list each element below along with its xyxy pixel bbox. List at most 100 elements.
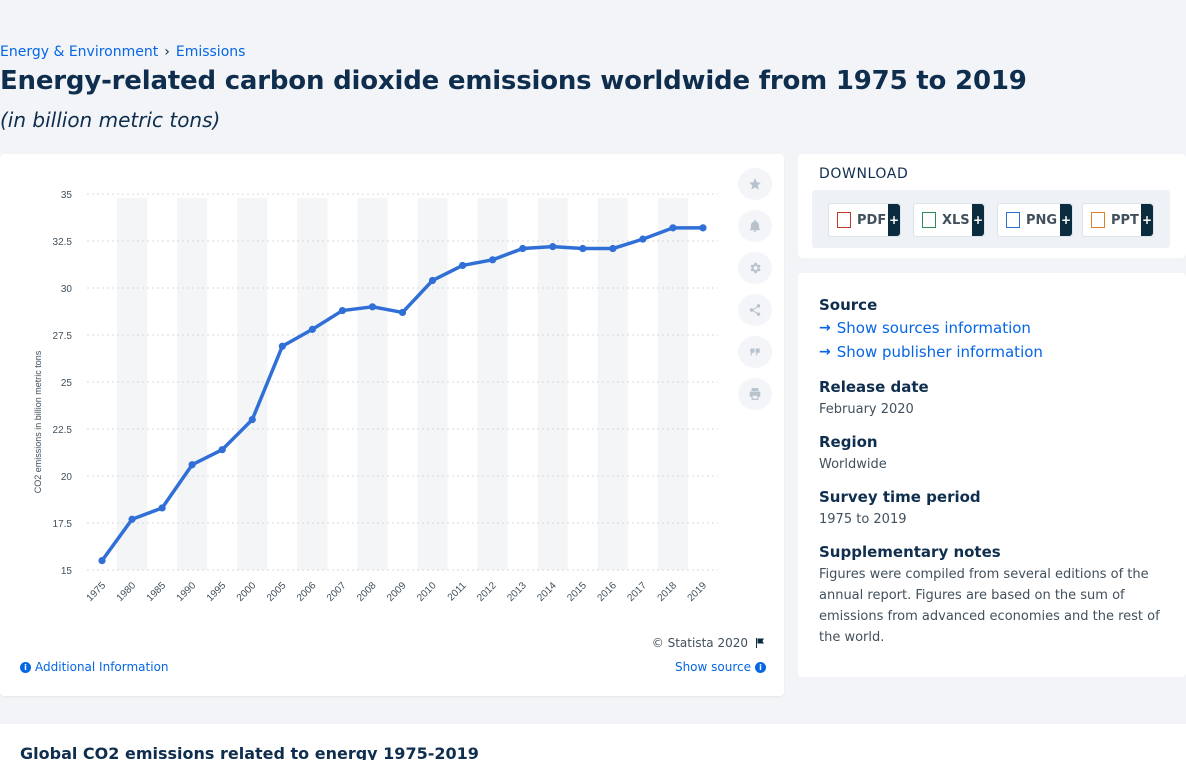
download-png-label: PNG: [1026, 212, 1058, 228]
ppt-file-icon: [1091, 212, 1105, 228]
column-band: [237, 198, 268, 570]
data-point: [458, 261, 467, 270]
y-tick-label: 35: [61, 190, 73, 201]
settings-button[interactable]: [738, 252, 772, 284]
data-point: [338, 306, 347, 315]
column-band: [177, 198, 208, 570]
share-button[interactable]: [738, 294, 772, 326]
gear-icon: [750, 262, 761, 274]
download-png-button[interactable]: PNG +: [997, 203, 1073, 237]
survey-heading: Survey time period: [819, 488, 981, 506]
y-tick-label: 25: [61, 378, 73, 389]
breadcrumb-separator: ›: [164, 44, 170, 60]
cite-button[interactable]: [738, 336, 772, 368]
favorite-button[interactable]: [738, 168, 772, 200]
data-point: [579, 244, 587, 253]
png-file-icon: [1006, 212, 1020, 228]
breadcrumb-link-emissions[interactable]: Emissions: [175, 44, 246, 60]
x-tick-label: 1980: [115, 580, 139, 604]
download-ppt-button[interactable]: PPT +: [1082, 203, 1154, 237]
data-point: [308, 325, 316, 333]
download-card: DOWNLOAD PDF + XLS + PNG + PPT +: [798, 154, 1186, 258]
meta-card: Source → Show sources information → Show…: [798, 273, 1186, 677]
x-tick-label: 2006: [295, 580, 319, 604]
data-point: [188, 461, 196, 469]
x-tick-label: 2016: [595, 580, 619, 604]
chart-card: 15 17.5 20 22.5 25 27.5 30 32.5 35 CO2 emissions …: [0, 154, 784, 696]
data-point: [278, 342, 286, 350]
data-point: [609, 244, 617, 253]
show-sources-link[interactable]: → Show sources information: [819, 319, 1031, 337]
column-band: [657, 198, 688, 570]
data-point: [398, 308, 407, 317]
print-button[interactable]: [738, 378, 772, 410]
download-title: DOWNLOAD: [819, 166, 909, 182]
column-band: [477, 198, 508, 570]
data-point: [489, 256, 497, 264]
data-point: [639, 235, 647, 243]
download-pdf-label: PDF: [857, 212, 887, 228]
data-point: [549, 243, 557, 251]
x-tick-label: 2018: [656, 580, 680, 604]
show-source-label: Show source: [674, 660, 751, 674]
x-tick-label: 2015: [565, 580, 589, 604]
x-tick-label: 2007: [325, 580, 349, 604]
data-point: [519, 244, 527, 253]
x-tick-label: 2013: [505, 580, 529, 604]
download-bar: PDF + XLS + PNG + PPT +: [812, 190, 1170, 248]
alert-button[interactable]: [738, 210, 772, 242]
show-source-link[interactable]: Show source i: [675, 660, 766, 674]
show-publisher-link[interactable]: → Show publisher information: [819, 343, 1043, 361]
y-tick-label: 22.5: [53, 425, 73, 436]
column-band: [117, 198, 148, 570]
survey-value: 1975 to 2019: [819, 512, 907, 527]
x-tick-label: 2017: [625, 580, 649, 604]
plus-icon: +: [972, 204, 984, 236]
printer-icon: [749, 388, 761, 400]
x-tick-label: 2005: [265, 580, 289, 604]
page-title: Energy-related carbon dioxide emissions …: [0, 66, 1027, 96]
share-icon: [749, 304, 761, 316]
column-band: [417, 198, 448, 570]
x-tick-label: 1975: [85, 580, 109, 604]
data-point: [248, 416, 256, 424]
copyright: © Statista 2020: [652, 636, 766, 650]
data-point: [428, 276, 437, 285]
notes-line: the world.: [819, 630, 885, 645]
column-band: [597, 198, 628, 570]
data-point: [158, 504, 166, 512]
data-point: [669, 224, 677, 232]
x-tick-label: 2000: [235, 580, 259, 604]
flag-icon[interactable]: [754, 637, 766, 649]
bell-icon: [749, 219, 761, 232]
x-tick-label: 2009: [385, 580, 409, 604]
data-point: [699, 224, 707, 232]
y-tick-label: 20: [61, 472, 73, 483]
x-tick-label: 1990: [175, 580, 199, 604]
download-xls-label: XLS: [942, 212, 970, 228]
x-tick-label: 1995: [205, 580, 229, 604]
breadcrumb: Energy & Environment › Emissions: [0, 44, 245, 60]
related-title: Global CO2 emissions related to energy 1…: [20, 744, 479, 760]
download-pdf-button[interactable]: PDF +: [828, 203, 901, 237]
xls-file-icon: [922, 212, 936, 228]
notes-line: Figures were compiled from several editi…: [819, 567, 1149, 582]
x-tick-label: 2012: [475, 580, 499, 604]
line-chart: 15 17.5 20 22.5 25 27.5 30 32.5 35 CO2 emissions …: [33, 190, 718, 604]
additional-information-link[interactable]: i Additional Information: [20, 660, 169, 674]
show-publisher-label: Show publisher information: [836, 343, 1043, 361]
info-icon: i: [755, 661, 766, 673]
column-band: [297, 198, 328, 570]
download-xls-button[interactable]: XLS +: [913, 203, 985, 237]
star-icon: [749, 178, 761, 190]
notes-heading: Supplementary notes: [819, 543, 1001, 561]
x-tick-label: 2014: [535, 580, 559, 604]
notes-line: annual report. Figures are based on the …: [819, 588, 1125, 603]
arrow-right-icon: →: [819, 344, 831, 360]
x-tick-label: 2019: [686, 580, 710, 604]
quote-icon: [750, 348, 760, 356]
breadcrumb-link-energy[interactable]: Energy & Environment: [0, 44, 159, 60]
plus-icon: +: [1141, 204, 1153, 236]
region-value: Worldwide: [819, 457, 887, 472]
